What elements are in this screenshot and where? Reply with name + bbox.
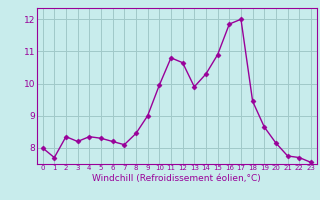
X-axis label: Windchill (Refroidissement éolien,°C): Windchill (Refroidissement éolien,°C): [92, 174, 261, 183]
